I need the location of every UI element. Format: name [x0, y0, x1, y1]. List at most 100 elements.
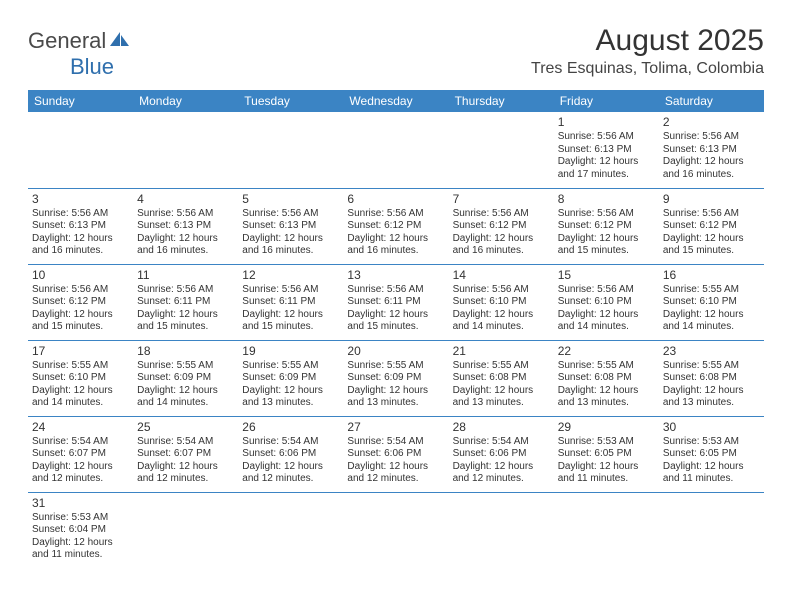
daylight-line: Daylight: 12 hours and 14 minutes.: [137, 385, 234, 410]
sunset-line: Sunset: 6:09 PM: [242, 372, 339, 385]
sunset-line: Sunset: 6:08 PM: [663, 372, 760, 385]
day-header: Friday: [554, 90, 659, 112]
daylight-line: Daylight: 12 hours and 14 minutes.: [453, 309, 550, 334]
day-number: 7: [453, 192, 550, 207]
calendar-row: 1 Sunrise: 5:56 AMSunset: 6:13 PMDaylight…: [28, 112, 764, 188]
sunset-line: Sunset: 6:13 PM: [242, 220, 339, 233]
calendar-cell: 11Sunrise: 5:56 AMSunset: 6:11 PMDayligh…: [133, 264, 238, 340]
sunrise-line: Sunrise: 5:56 AM: [242, 284, 339, 297]
calendar-row: 3Sunrise: 5:56 AMSunset: 6:13 PMDaylight…: [28, 188, 764, 264]
sunset-line: Sunset: 6:13 PM: [137, 220, 234, 233]
day-header: Tuesday: [238, 90, 343, 112]
calendar-cell: 31Sunrise: 5:53 AMSunset: 6:04 PMDayligh…: [28, 492, 133, 568]
calendar-page: GeneralBlue August 2025 Tres Esquinas, T…: [0, 0, 792, 592]
day-header: Wednesday: [343, 90, 448, 112]
calendar-cell: 17Sunrise: 5:55 AMSunset: 6:10 PMDayligh…: [28, 340, 133, 416]
sunset-line: Sunset: 6:10 PM: [453, 296, 550, 309]
sunset-line: Sunset: 6:08 PM: [453, 372, 550, 385]
calendar-cell: 6Sunrise: 5:56 AMSunset: 6:12 PMDaylight…: [343, 188, 448, 264]
day-number: 10: [32, 268, 129, 283]
daylight-line: Daylight: 12 hours and 14 minutes.: [663, 309, 760, 334]
sunset-line: Sunset: 6:06 PM: [347, 448, 444, 461]
sunrise-line: Sunrise: 5:56 AM: [453, 284, 550, 297]
sunrise-line: Sunrise: 5:56 AM: [32, 208, 129, 221]
calendar-cell: 2Sunrise: 5:56 AMSunset: 6:13 PMDaylight…: [659, 112, 764, 188]
calendar-cell: 4Sunrise: 5:56 AMSunset: 6:13 PMDaylight…: [133, 188, 238, 264]
calendar-cell: 19Sunrise: 5:55 AMSunset: 6:09 PMDayligh…: [238, 340, 343, 416]
day-number: 30: [663, 420, 760, 435]
calendar-cell: 3Sunrise: 5:56 AMSunset: 6:13 PMDaylight…: [28, 188, 133, 264]
day-number: 28: [453, 420, 550, 435]
day-number: 12: [242, 268, 339, 283]
daylight-line: Daylight: 12 hours and 13 minutes.: [347, 385, 444, 410]
sunset-line: Sunset: 6:11 PM: [242, 296, 339, 309]
calendar-cell: 29Sunrise: 5:53 AMSunset: 6:05 PMDayligh…: [554, 416, 659, 492]
calendar-cell-empty: [133, 112, 238, 188]
calendar-cell: 5Sunrise: 5:56 AMSunset: 6:13 PMDaylight…: [238, 188, 343, 264]
sunset-line: Sunset: 6:13 PM: [663, 144, 760, 157]
calendar-cell-empty: [133, 492, 238, 568]
day-number: 3: [32, 192, 129, 207]
calendar-cell-empty: [449, 492, 554, 568]
day-number: 24: [32, 420, 129, 435]
sunset-line: Sunset: 6:12 PM: [453, 220, 550, 233]
sunrise-line: Sunrise: 5:56 AM: [347, 284, 444, 297]
daylight-line: Daylight: 12 hours and 13 minutes.: [242, 385, 339, 410]
day-number: 22: [558, 344, 655, 359]
sunrise-line: Sunrise: 5:55 AM: [558, 360, 655, 373]
calendar-cell-empty: [554, 492, 659, 568]
calendar-cell-empty: [343, 492, 448, 568]
calendar-cell: 28Sunrise: 5:54 AMSunset: 6:06 PMDayligh…: [449, 416, 554, 492]
calendar-cell: 12Sunrise: 5:56 AMSunset: 6:11 PMDayligh…: [238, 264, 343, 340]
sunrise-line: Sunrise: 5:54 AM: [137, 436, 234, 449]
calendar-cell: 24Sunrise: 5:54 AMSunset: 6:07 PMDayligh…: [28, 416, 133, 492]
calendar-cell: 18Sunrise: 5:55 AMSunset: 6:09 PMDayligh…: [133, 340, 238, 416]
calendar-cell: 20Sunrise: 5:55 AMSunset: 6:09 PMDayligh…: [343, 340, 448, 416]
calendar-cell: 27Sunrise: 5:54 AMSunset: 6:06 PMDayligh…: [343, 416, 448, 492]
day-header: Sunday: [28, 90, 133, 112]
calendar-head: SundayMondayTuesdayWednesdayThursdayFrid…: [28, 90, 764, 112]
day-header-row: SundayMondayTuesdayWednesdayThursdayFrid…: [28, 90, 764, 112]
daylight-line: Daylight: 12 hours and 12 minutes.: [347, 461, 444, 486]
daylight-line: Daylight: 12 hours and 12 minutes.: [453, 461, 550, 486]
sunrise-line: Sunrise: 5:55 AM: [453, 360, 550, 373]
logo: GeneralBlue: [28, 28, 132, 80]
daylight-line: Daylight: 12 hours and 15 minutes.: [32, 309, 129, 334]
day-number: 1: [558, 115, 655, 130]
day-number: 5: [242, 192, 339, 207]
daylight-line: Daylight: 12 hours and 15 minutes.: [558, 233, 655, 258]
month-title: August 2025: [531, 24, 764, 58]
day-header: Saturday: [659, 90, 764, 112]
sunset-line: Sunset: 6:06 PM: [242, 448, 339, 461]
day-number: 31: [32, 496, 129, 511]
day-number: 17: [32, 344, 129, 359]
daylight-line: Daylight: 12 hours and 11 minutes.: [32, 537, 129, 562]
day-number: 23: [663, 344, 760, 359]
day-number: 8: [558, 192, 655, 207]
day-number: 18: [137, 344, 234, 359]
sunrise-line: Sunrise: 5:55 AM: [32, 360, 129, 373]
sunrise-line: Sunrise: 5:55 AM: [347, 360, 444, 373]
day-number: 26: [242, 420, 339, 435]
daylight-line: Daylight: 12 hours and 11 minutes.: [663, 461, 760, 486]
day-number: 29: [558, 420, 655, 435]
sunset-line: Sunset: 6:07 PM: [32, 448, 129, 461]
sunset-line: Sunset: 6:09 PM: [347, 372, 444, 385]
sunrise-line: Sunrise: 5:56 AM: [663, 131, 760, 144]
daylight-line: Daylight: 12 hours and 12 minutes.: [32, 461, 129, 486]
daylight-line: Daylight: 12 hours and 15 minutes.: [137, 309, 234, 334]
daylight-line: Daylight: 12 hours and 16 minutes.: [663, 156, 760, 181]
calendar-row: 17Sunrise: 5:55 AMSunset: 6:10 PMDayligh…: [28, 340, 764, 416]
sunrise-line: Sunrise: 5:56 AM: [663, 208, 760, 221]
day-number: 4: [137, 192, 234, 207]
calendar-cell-empty: [449, 112, 554, 188]
sunset-line: Sunset: 6:05 PM: [558, 448, 655, 461]
day-number: 9: [663, 192, 760, 207]
sunrise-line: Sunrise: 5:55 AM: [242, 360, 339, 373]
daylight-line: Daylight: 12 hours and 14 minutes.: [558, 309, 655, 334]
sunrise-line: Sunrise: 5:54 AM: [242, 436, 339, 449]
calendar-body: 1Sunrise: 5:56 AMSunset: 6:13 PMDaylight…: [28, 112, 764, 568]
calendar-cell-empty: [238, 112, 343, 188]
sunrise-line: Sunrise: 5:53 AM: [32, 512, 129, 525]
sunrise-line: Sunrise: 5:53 AM: [663, 436, 760, 449]
